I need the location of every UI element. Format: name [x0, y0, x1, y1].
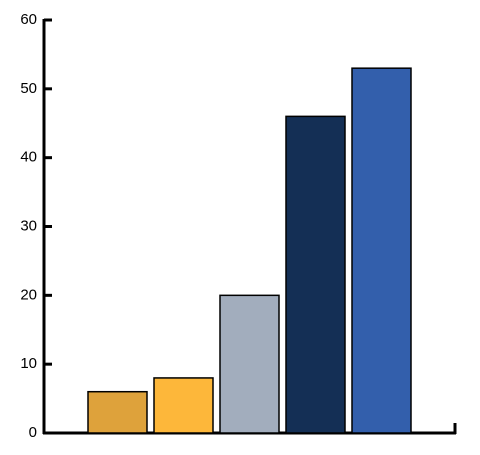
y-tick-label: 60 [20, 11, 37, 28]
bar [219, 294, 280, 434]
y-tick-label: 30 [20, 217, 37, 234]
bar [153, 377, 214, 434]
y-tick-label: 10 [20, 355, 37, 372]
y-tick-label: 20 [20, 286, 37, 303]
y-tick-label: 50 [20, 80, 37, 97]
bar [351, 67, 412, 434]
bar [87, 390, 148, 434]
y-tick-label: 40 [20, 149, 37, 166]
y-tick-label: 0 [29, 424, 37, 441]
bar [285, 115, 346, 434]
